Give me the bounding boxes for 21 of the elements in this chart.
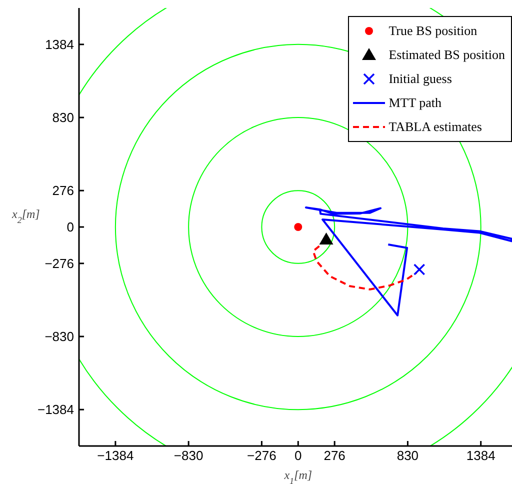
y-tick-label: 1384 [45, 37, 74, 52]
legend-label: True BS position [388, 23, 478, 39]
x-tick-label: −1384 [97, 448, 134, 464]
x-tick-label: 0 [294, 448, 302, 464]
x-axis-title: x$_{1}$[m] [283, 468, 312, 484]
y-tick-label: 830 [52, 110, 74, 126]
x-tick-label: −276 [247, 448, 276, 464]
y-tick-label: −830 [44, 329, 74, 344]
x-tick-label: 1384 [466, 448, 496, 464]
x-tick-label: −830 [174, 448, 204, 464]
y-tick-label: −276 [44, 256, 74, 272]
x-tick-label: 276 [324, 448, 346, 464]
legend-label: MTT path [388, 95, 442, 111]
legend-label: Initial guess [388, 71, 452, 87]
y-tick-label: 276 [52, 183, 74, 198]
y-tick-label: 0 [66, 220, 74, 235]
y-tick-label: −1384 [37, 402, 74, 418]
x-tick-label: 830 [396, 448, 419, 464]
y-axis-title: x$_{2}$[m] [11, 207, 40, 225]
legend-label: Estimated BS position [388, 47, 505, 63]
legend-label: TABLA estimates [388, 119, 482, 135]
